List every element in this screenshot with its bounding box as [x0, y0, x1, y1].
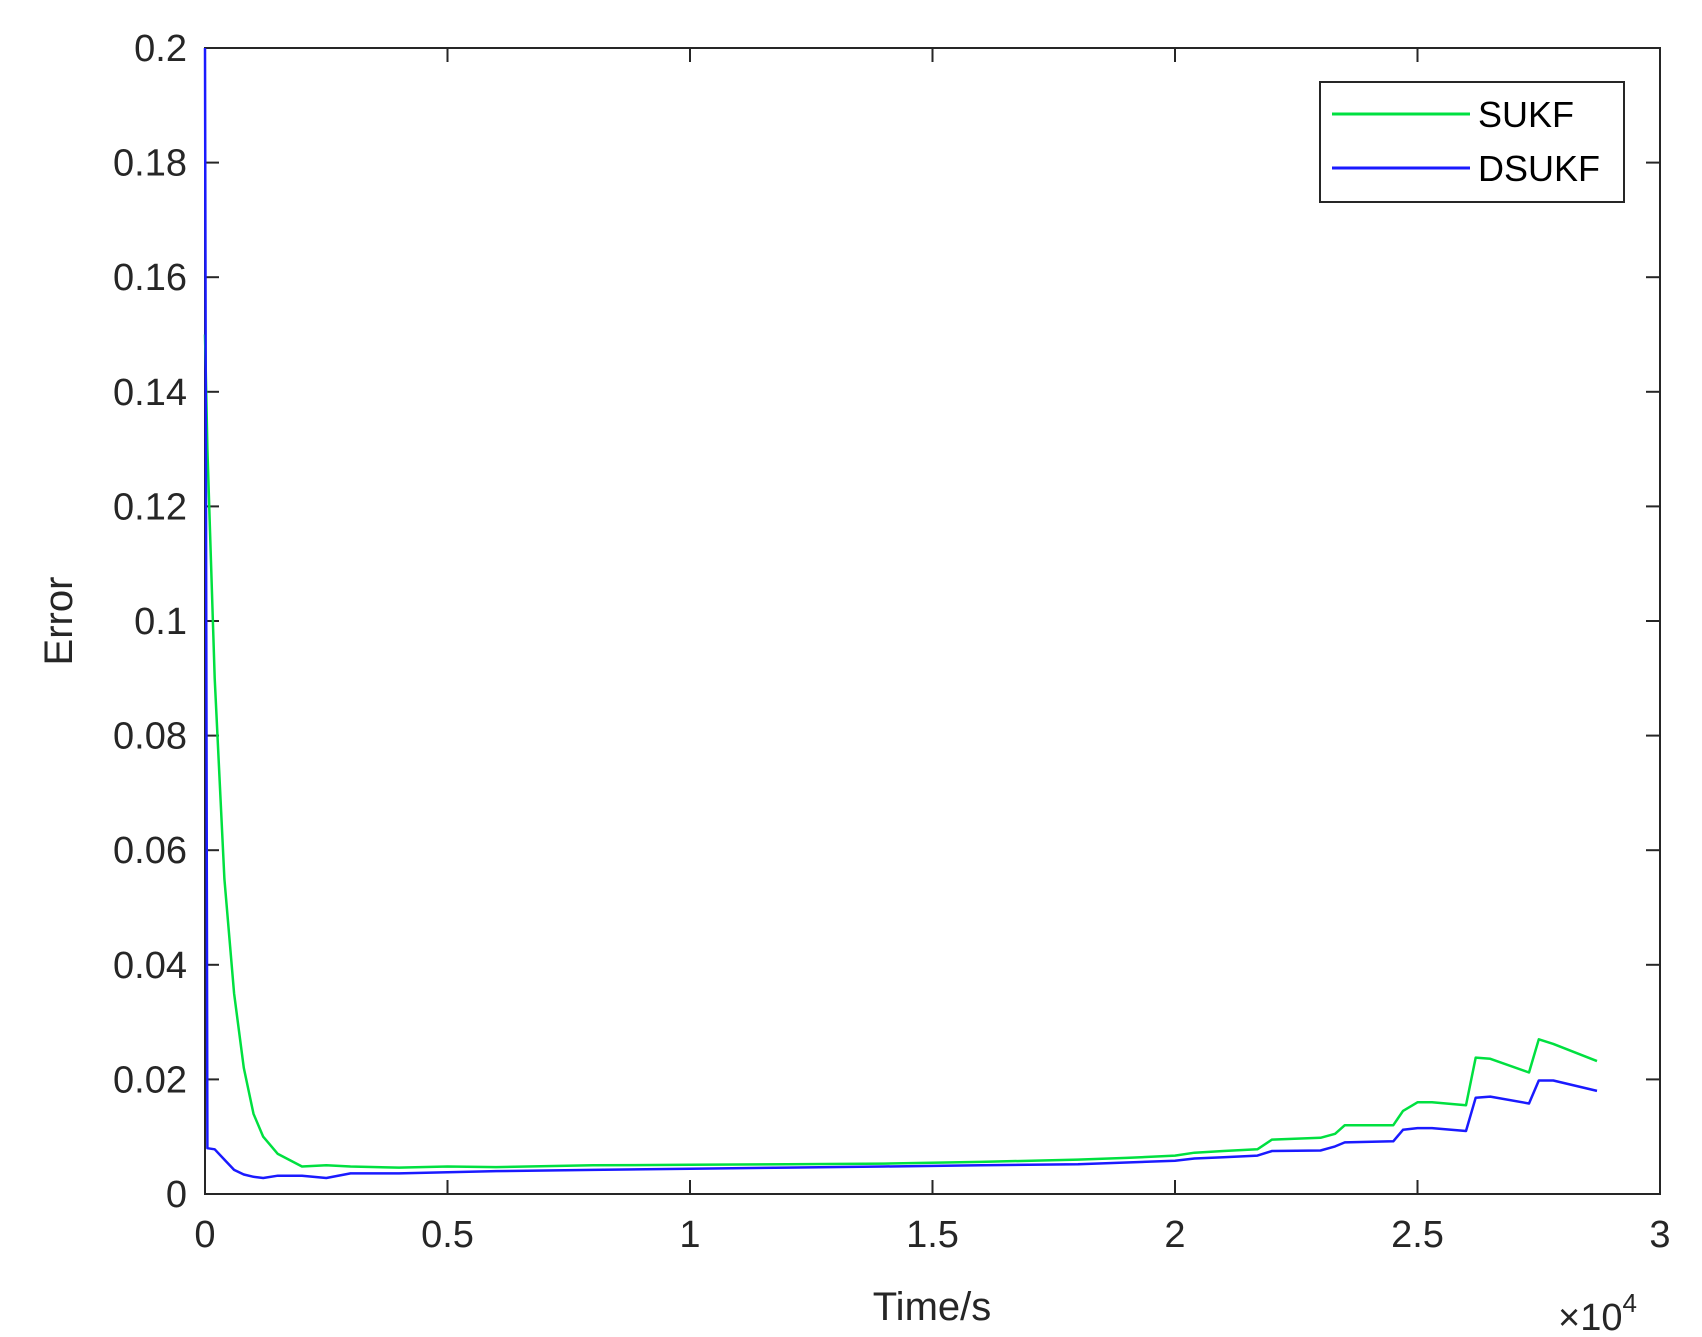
series-lines — [203, 47, 1598, 1180]
plot-area — [204, 47, 1661, 1195]
y-tick-label: 0.12 — [113, 486, 187, 528]
y-tick-label: 0.18 — [113, 143, 187, 185]
x-tick-label: 0.5 — [421, 1214, 474, 1256]
series-line-sukf — [203, 334, 1598, 1169]
x-tick-label: 1 — [679, 1214, 700, 1256]
y-tick-label: 0.14 — [113, 372, 187, 414]
y-axis-label: Error — [37, 577, 81, 666]
y-tick-label: 0 — [166, 1174, 187, 1216]
y-tick-label: 0.04 — [113, 945, 187, 987]
x-axis-label: Time/s — [873, 1285, 992, 1329]
series-line-dsukf — [203, 47, 1598, 1180]
y-tick-label: 0.1 — [134, 601, 187, 643]
axis-ticks: 0 0.5 1 1.5 2 2.5 3 0 0.02 0.04 0.06 0.08 0.1 0.12 0.1… — [113, 28, 1671, 1256]
x-multiplier-exponent: 4 — [1622, 1288, 1636, 1318]
legend: SUKF DSUKF — [1319, 81, 1625, 203]
y-tick-label: 0.08 — [113, 716, 187, 758]
y-tick-label: 0.2 — [134, 28, 187, 70]
legend-label-dsukf: DSUKF — [1478, 148, 1600, 189]
x-tick-label: 3 — [1649, 1214, 1670, 1256]
x-multiplier-base: ×10 — [1558, 1297, 1622, 1337]
x-multiplier: ×104 — [1558, 1288, 1637, 1337]
y-tick-label: 0.16 — [113, 257, 187, 299]
x-tick-label: 2 — [1164, 1214, 1185, 1256]
legend-label-sukf: SUKF — [1478, 94, 1574, 135]
y-tick-label: 0.02 — [113, 1059, 187, 1101]
x-tick-label: 2.5 — [1391, 1214, 1444, 1256]
legend-box — [1319, 81, 1625, 203]
x-tick-label: 1.5 — [906, 1214, 959, 1256]
x-tick-label: 0 — [194, 1214, 215, 1256]
y-tick-label: 0.06 — [113, 830, 187, 872]
